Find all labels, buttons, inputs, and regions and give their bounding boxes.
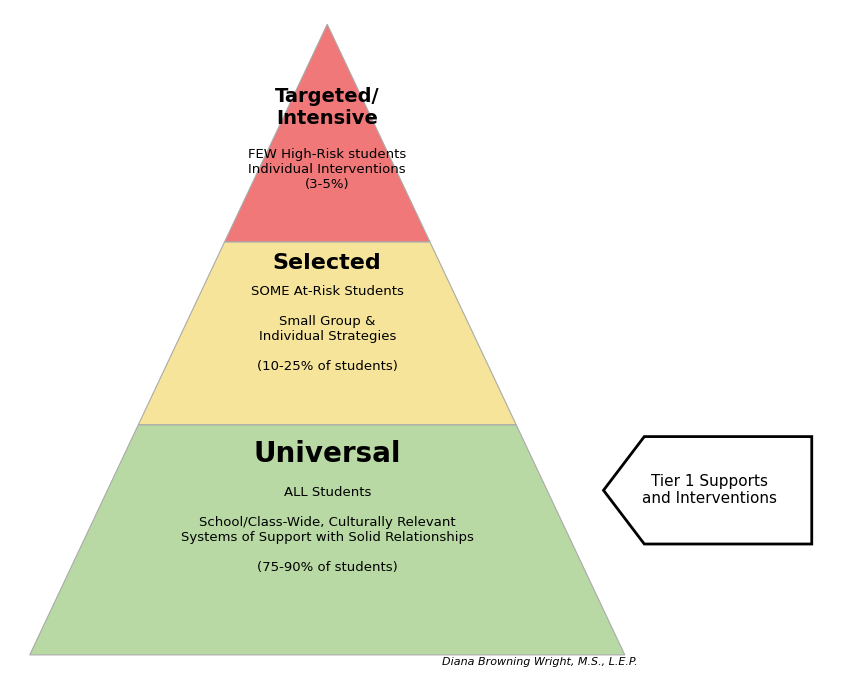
Text: SOME At-Risk Students

Small Group &
Individual Strategies

(10-25% of students): SOME At-Risk Students Small Group & Indi… bbox=[251, 286, 404, 373]
Text: Targeted/
Intensive: Targeted/ Intensive bbox=[275, 87, 380, 128]
Text: Universal: Universal bbox=[253, 440, 401, 468]
Polygon shape bbox=[30, 425, 625, 655]
Text: Tier 1 Supports
and Interventions: Tier 1 Supports and Interventions bbox=[643, 474, 777, 506]
Polygon shape bbox=[604, 437, 812, 544]
Text: Diana Browning Wright, M.S., L.E.P.: Diana Browning Wright, M.S., L.E.P. bbox=[442, 657, 638, 667]
Text: FEW High-Risk students
Individual Interventions
(3-5%): FEW High-Risk students Individual Interv… bbox=[248, 148, 406, 191]
Text: Selected: Selected bbox=[273, 254, 382, 273]
Polygon shape bbox=[139, 242, 516, 425]
Text: ALL Students

School/Class-Wide, Culturally Relevant
Systems of Support with Sol: ALL Students School/Class-Wide, Cultural… bbox=[181, 486, 473, 574]
Polygon shape bbox=[224, 24, 430, 242]
